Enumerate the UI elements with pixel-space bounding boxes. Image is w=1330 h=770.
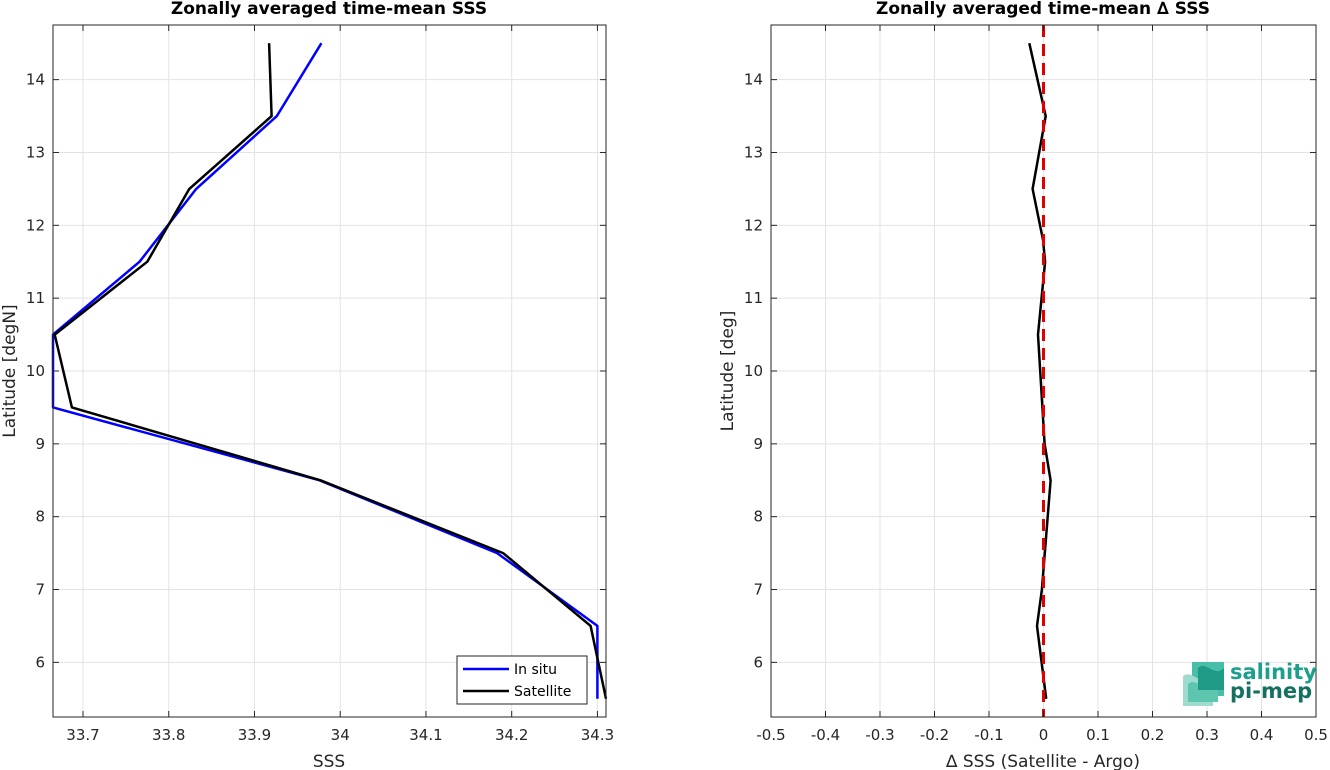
legend-label-in-situ: In situ (514, 662, 557, 678)
y-tick-label: 14 (744, 71, 763, 89)
y-tick-label: 8 (753, 508, 763, 526)
logo-line1: salinity (1230, 660, 1317, 684)
salinity-pi-mep-logo: salinity pi-mep (1183, 660, 1317, 706)
y-tick-label: 9 (35, 435, 45, 453)
x-tick-label: 34.3 (581, 726, 614, 744)
x-tick-label: -0.5 (756, 726, 785, 744)
legend: In situ Satellite (456, 655, 588, 705)
x-tick-label: 0.3 (1195, 726, 1219, 744)
y-tick-label: 10 (744, 362, 763, 380)
legend-box (456, 655, 588, 705)
y-tick-label: 13 (744, 143, 763, 161)
legend-label-satellite: Satellite (514, 684, 571, 700)
x-tick-label: -0.4 (811, 726, 840, 744)
x-tick-label: 0.1 (1086, 726, 1110, 744)
ticks: 33.7 33.8 33.9 34 34.1 34.2 34.3 6 7 8 9 10 11 12 13 14 (26, 25, 614, 744)
chart-title: Zonally averaged time-mean ∆ SSS (876, 0, 1210, 19)
x-tick-label: 33.8 (152, 726, 185, 744)
y-tick-label: 6 (35, 653, 45, 671)
x-axis-label: SSS (313, 752, 345, 770)
y-tick-label: 8 (35, 508, 45, 526)
x-tick-label: 34.2 (495, 726, 528, 744)
y-tick-label: 12 (744, 216, 763, 234)
y-tick-label: 7 (35, 581, 45, 599)
y-tick-label: 10 (26, 362, 45, 380)
x-tick-label: 33.9 (238, 726, 271, 744)
logo-line2: pi-mep (1230, 679, 1312, 703)
y-axis-label: Latitude [degN] (0, 304, 20, 437)
x-tick-label: 0.5 (1304, 726, 1328, 744)
y-tick-label: 12 (26, 216, 45, 234)
x-tick-label: 0.2 (1141, 726, 1165, 744)
series-line-0 (1028, 42, 1052, 699)
chart-delta-sss: -0.5 -0.4 -0.3 -0.2 -0.1 0 0.1 0.2 0.3 0.4 0.5 6 7 8 9… (718, 0, 1328, 770)
x-tick-label: 34.1 (409, 726, 442, 744)
y-tick-label: 9 (753, 435, 763, 453)
x-tick-label: -0.3 (865, 726, 894, 744)
series-group (1028, 25, 1052, 717)
x-tick-label: 0 (1039, 726, 1049, 744)
x-tick-label: 0.4 (1250, 726, 1274, 744)
y-tick-label: 14 (26, 71, 45, 89)
x-tick-label: -0.2 (920, 726, 949, 744)
y-tick-label: 13 (26, 143, 45, 161)
y-tick-label: 7 (753, 581, 763, 599)
chart-title: Zonally averaged time-mean SSS (171, 0, 487, 19)
x-tick-label: 33.7 (66, 726, 99, 744)
y-tick-label: 11 (26, 289, 45, 307)
chart-sss: 33.7 33.8 33.9 34 34.1 34.2 34.3 6 7 8 9 10 11 12 13 14… (0, 0, 614, 770)
ticks: -0.5 -0.4 -0.3 -0.2 -0.1 0 0.1 0.2 0.3 0.4 0.5 6 7 8 9… (744, 25, 1328, 744)
x-axis-label: ∆ SSS (Satellite - Argo) (945, 752, 1140, 770)
y-tick-label: 6 (753, 653, 763, 671)
series-line-satellite (53, 43, 608, 700)
x-tick-label: -0.1 (974, 726, 1003, 744)
y-tick-label: 11 (744, 289, 763, 307)
waves-icon (1183, 662, 1224, 706)
y-axis-label: Latitude [deg] (718, 311, 738, 432)
x-tick-label: 34 (331, 726, 350, 744)
grid (53, 25, 606, 717)
